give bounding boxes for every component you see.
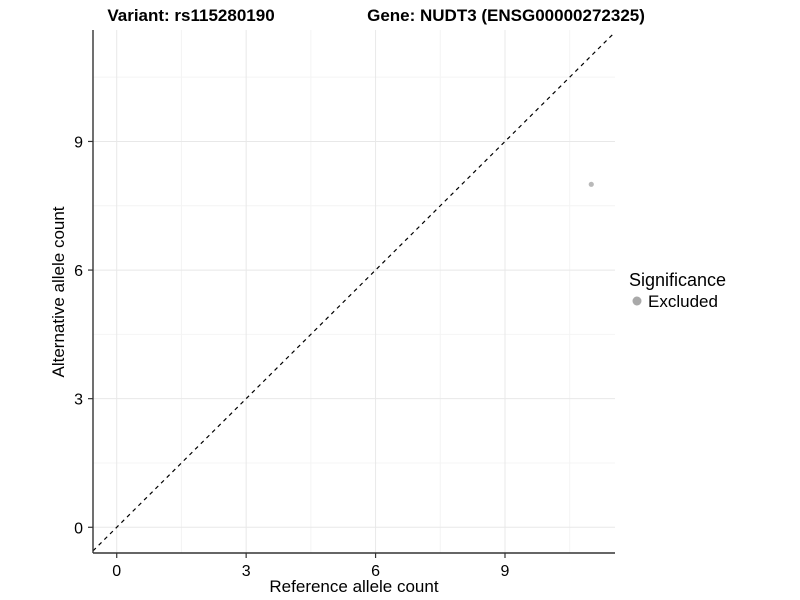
y-axis-title: Alternative allele count [49,206,68,377]
legend: Significance Excluded [629,270,726,311]
plot-title-gene: Gene: NUDT3 (ENSG00000272325) [367,6,645,25]
x-tick-label: 9 [501,563,510,580]
grid-major-lines [93,30,615,553]
identity-line-layer [92,31,616,552]
identity-line [92,31,616,552]
data-point [588,181,594,187]
legend-items: Excluded [632,292,718,311]
tick-labels-layer: 0 3 6 9 0 3 6 9 [74,134,509,580]
x-axis-title: Reference allele count [269,577,438,596]
grid-minor-lines [93,30,615,553]
y-tick-label: 3 [74,392,83,409]
y-tick-label: 6 [74,263,83,280]
x-tick-label: 0 [112,563,121,580]
plot-title-variant: Variant: rs115280190 [107,6,274,25]
x-tick-label: 3 [242,563,251,580]
tick-marks-layer [88,140,506,558]
y-tick-label: 0 [74,520,83,537]
y-tick-label: 9 [74,134,83,151]
data-points-layer [588,181,594,187]
x-tick-label: 6 [371,563,380,580]
axes-layer [92,30,615,554]
legend-item-label: Excluded [648,292,718,311]
legend-title: Significance [629,270,726,290]
legend-swatch-dot [632,296,642,306]
